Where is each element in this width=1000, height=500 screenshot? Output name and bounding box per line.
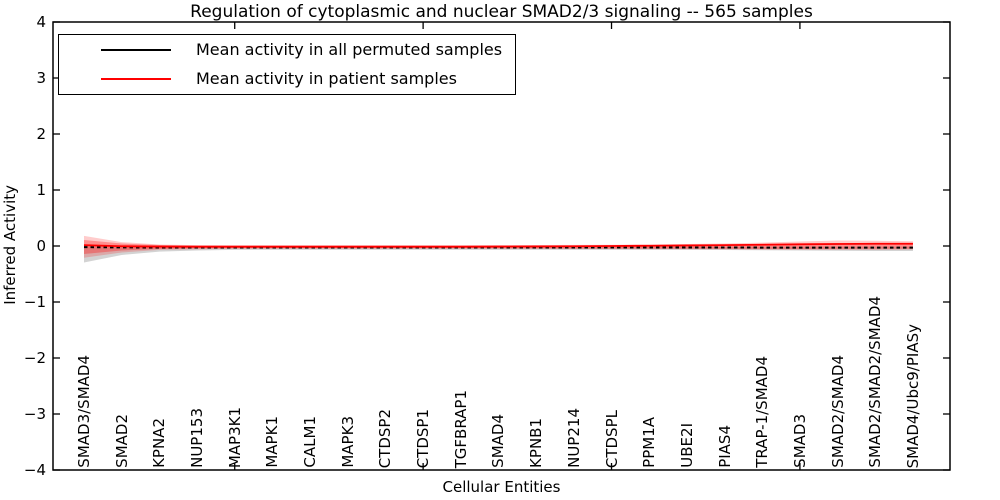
x-tick-label: KPNB1 — [527, 418, 545, 468]
x-tick-label: PPM1A — [640, 417, 658, 468]
legend-entry-permuted: Mean activity in all permuted samples — [59, 36, 515, 64]
x-tick-label: SMAD2 — [113, 414, 131, 468]
x-tick-label: PIAS4 — [716, 425, 734, 468]
y-tick-label: 3 — [36, 69, 46, 87]
y-tick-label: −2 — [23, 349, 46, 367]
x-tick-label: UBE2I — [678, 423, 696, 468]
chart-title: Regulation of cytoplasmic and nuclear SM… — [190, 2, 813, 22]
x-tick-label: SMAD2/SMAD4 — [829, 355, 847, 468]
y-tick-label: 1 — [36, 181, 46, 199]
y-tick-label: 0 — [36, 237, 46, 255]
legend-label: Mean activity in patient samples — [196, 69, 457, 88]
x-tick-label: KPNA2 — [150, 418, 168, 468]
x-tick-label: CTDSP1 — [414, 408, 432, 468]
legend-line-permuted-icon — [101, 49, 171, 51]
x-tick-label: TGFBRAP1 — [452, 389, 470, 468]
x-tick-label: MAP3K1 — [226, 406, 244, 468]
x-tick-label: MAPK3 — [339, 416, 357, 468]
x-tick-label: NUP153 — [188, 408, 206, 468]
x-tick-label: SMAD4/Ubc9/PIASy — [904, 323, 922, 468]
y-tick-label: −3 — [23, 405, 46, 423]
y-tick-label: 2 — [36, 125, 46, 143]
x-tick-label: MAPK1 — [263, 416, 281, 468]
x-tick-label: SMAD3/SMAD4 — [75, 355, 93, 468]
x-tick-label: NUP214 — [565, 408, 583, 468]
x-tick-label: SMAD3 — [791, 414, 809, 468]
legend: Mean activity in all permuted samples Me… — [58, 34, 516, 95]
x-tick-label: SMAD2/SMAD2/SMAD4 — [866, 296, 884, 468]
x-axis-label: Cellular Entities — [442, 478, 561, 496]
y-tick-label: −4 — [23, 461, 46, 479]
x-tick-label: CALM1 — [301, 416, 319, 468]
x-tick-label: CTDSP2 — [376, 408, 394, 468]
legend-entry-patient: Mean activity in patient samples — [59, 65, 515, 93]
legend-line-patient-icon — [101, 78, 171, 80]
x-tick-label: TRAP-1/SMAD4 — [753, 356, 771, 468]
y-tick-label: 4 — [36, 13, 46, 31]
legend-label: Mean activity in all permuted samples — [196, 40, 503, 59]
x-tick-label: SMAD4 — [489, 414, 507, 468]
y-tick-label: −1 — [23, 293, 46, 311]
x-tick-label: CTDSPL — [603, 409, 621, 468]
